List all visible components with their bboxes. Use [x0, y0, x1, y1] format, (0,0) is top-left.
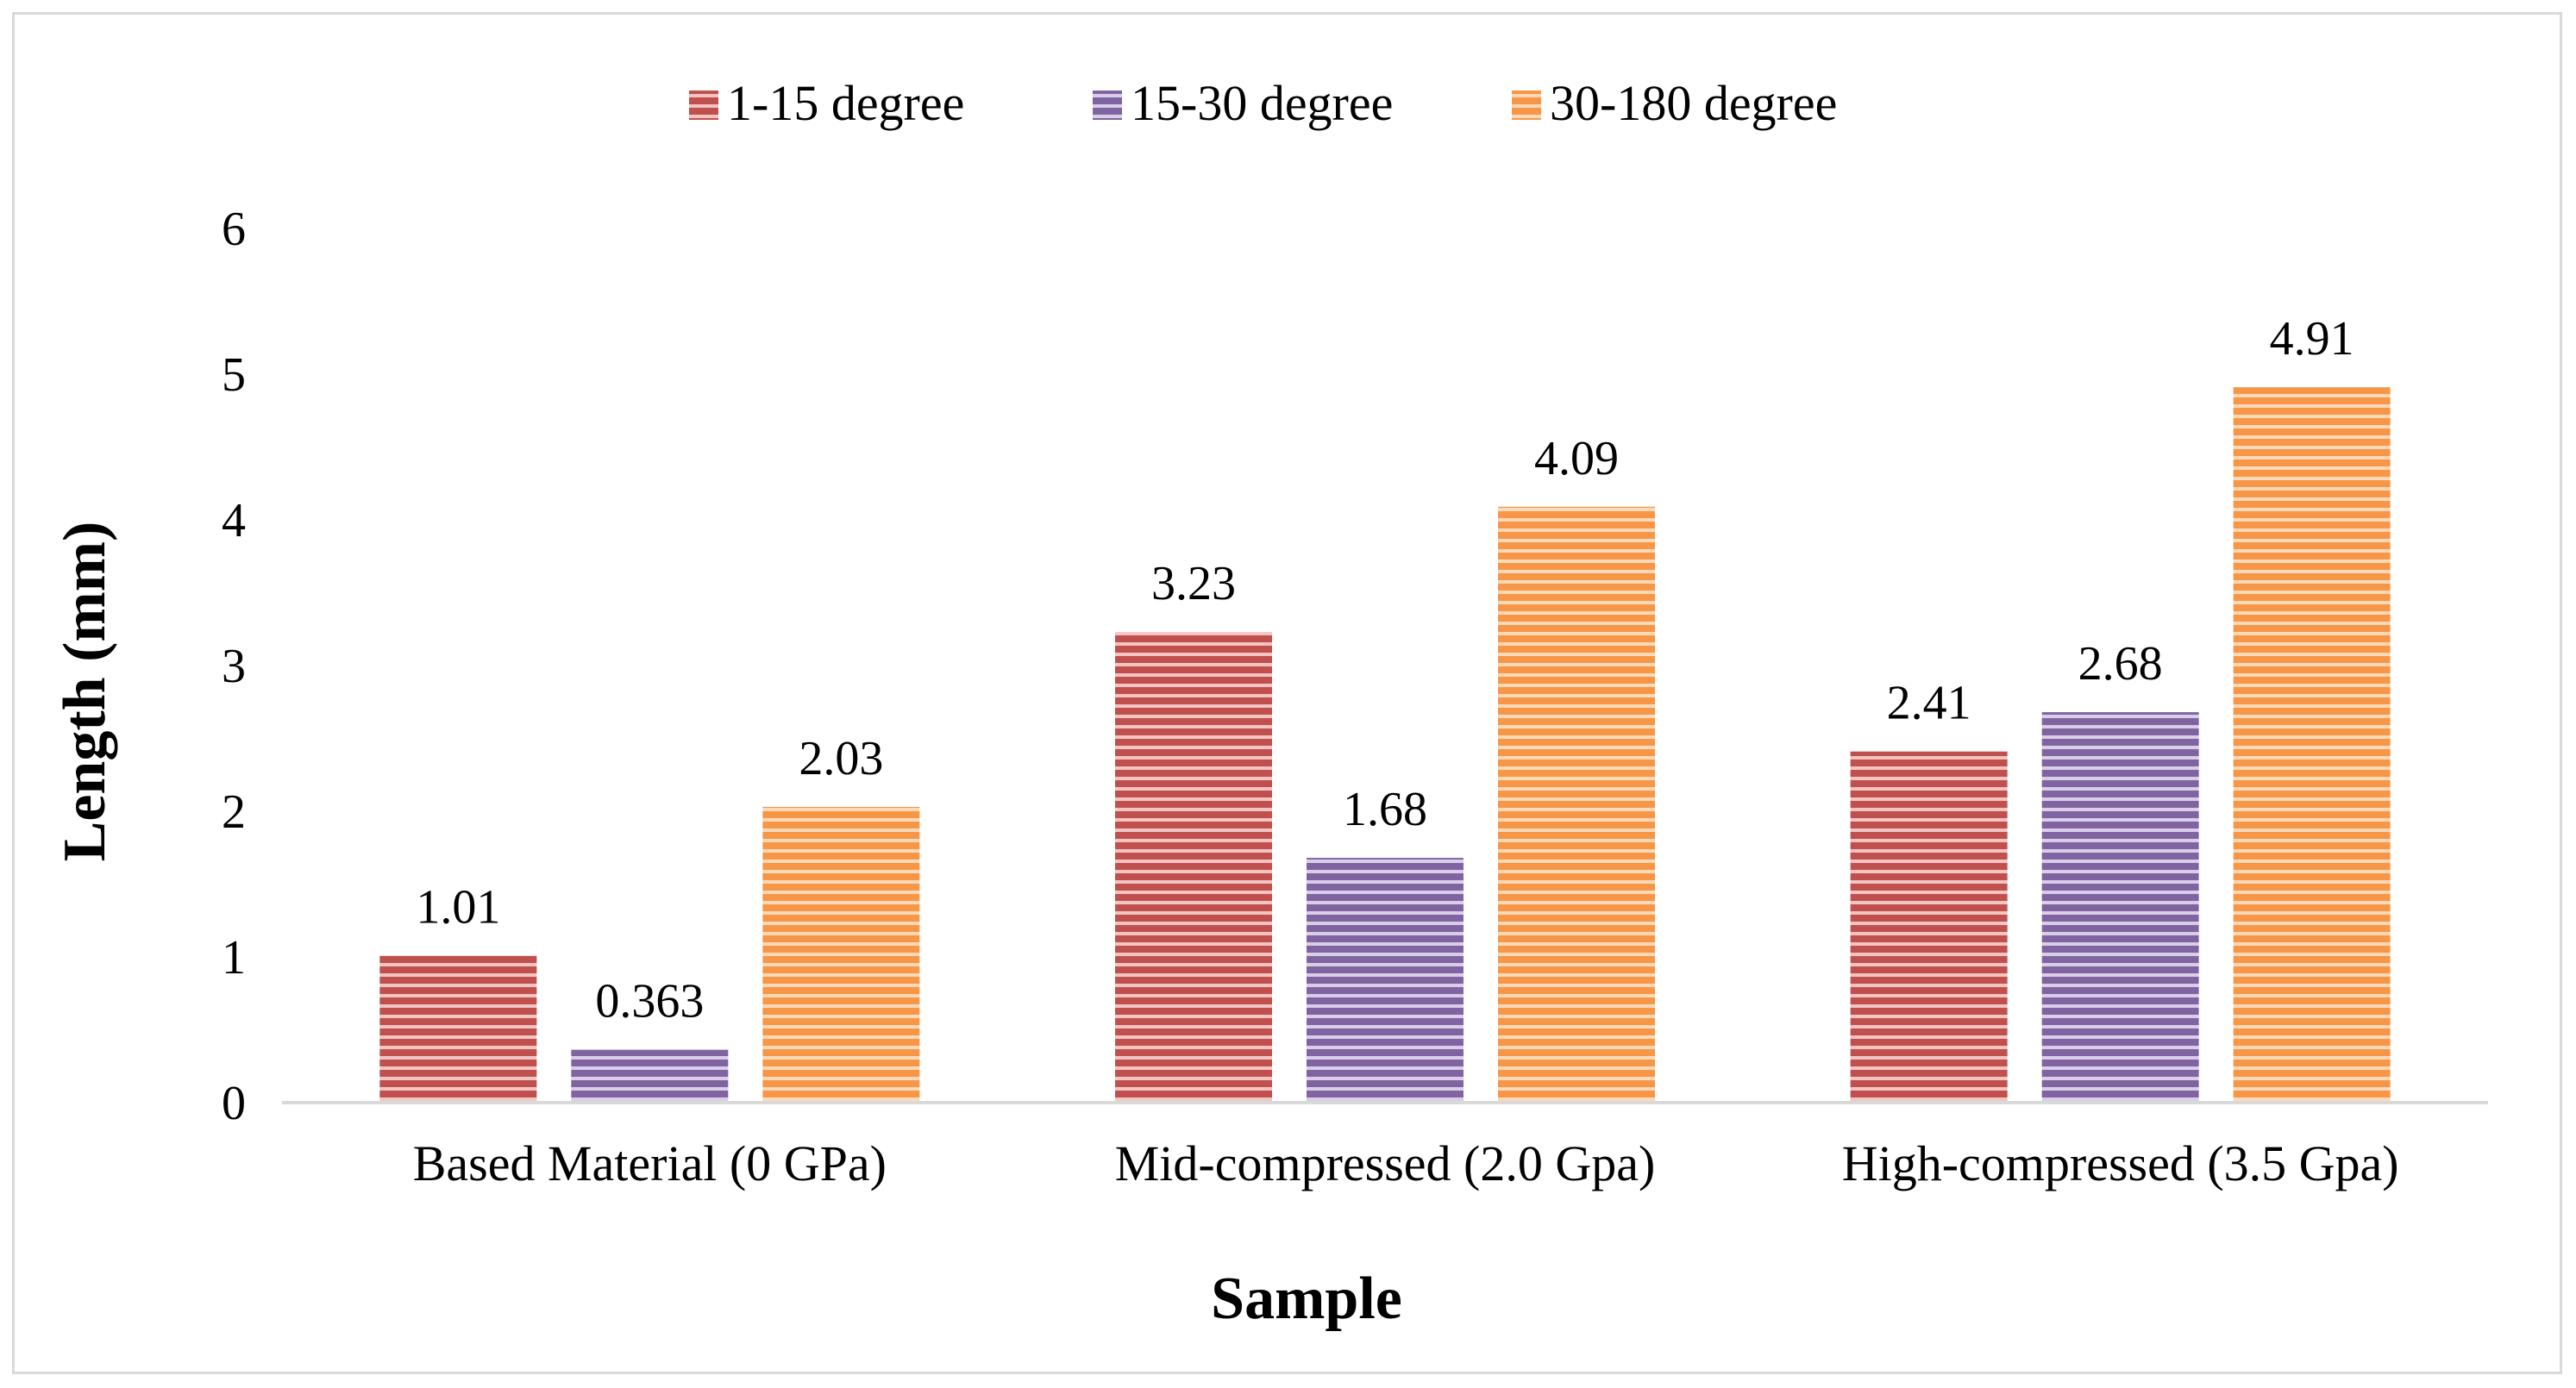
- data-label: 2.03: [799, 732, 883, 785]
- bar-30-180-degree-1: [762, 806, 920, 1103]
- legend-swatch: [689, 91, 718, 120]
- data-labels: 1.01 0.363 2.03 3.23 1.68 4.09 2.41 2.68 4.91: [416, 312, 2353, 1028]
- data-label: 1.68: [1343, 783, 1427, 836]
- bar-15-30-degree-3: [2041, 712, 2199, 1103]
- bar-15-30-degree-2: [1307, 858, 1463, 1103]
- y-axis-ticks: 0 1 2 3 4 5 6: [222, 203, 246, 1130]
- legend-item-15-30-degree: 15-30 degree: [1093, 75, 1393, 131]
- y-axis-title: Length (mm): [52, 522, 118, 862]
- data-label: 1.01: [416, 880, 500, 934]
- legend-item-1-15-degree: 1-15 degree: [689, 75, 964, 131]
- x-axis-title: Sample: [1211, 1266, 1402, 1332]
- legend-label: 1-15 degree: [727, 75, 964, 131]
- bar-1-15-degree-1: [379, 955, 537, 1103]
- bar-15-30-degree-1: [571, 1049, 729, 1103]
- legend-label: 30-180 degree: [1550, 75, 1837, 131]
- data-label: 3.23: [1151, 557, 1236, 610]
- x-category-label: Based Material (0 GPa): [413, 1135, 887, 1191]
- legend-swatch: [1512, 91, 1541, 120]
- bar-30-180-degree-2: [1498, 506, 1655, 1103]
- bars: [379, 387, 2391, 1104]
- chart-frame: 1-15 degree 15-30 degree 30-180 degree 0 1 2…: [12, 12, 2562, 1374]
- y-tick-label: 1: [222, 931, 246, 985]
- y-tick-label: 5: [222, 348, 246, 402]
- data-label: 2.68: [2078, 637, 2163, 691]
- legend: 1-15 degree 15-30 degree 30-180 degree: [689, 75, 1837, 131]
- data-label: 4.91: [2270, 312, 2354, 366]
- bar-chart: 1-15 degree 15-30 degree 30-180 degree 0 1 2…: [52, 75, 2488, 1332]
- data-label: 0.363: [595, 975, 704, 1028]
- y-tick-label: 0: [222, 1077, 246, 1130]
- bar-1-15-degree-2: [1115, 632, 1272, 1103]
- legend-item-30-180-degree: 30-180 degree: [1512, 75, 1837, 131]
- x-axis-categories: Based Material (0 GPa) Mid-compressed (2.…: [413, 1135, 2399, 1191]
- y-tick-label: 4: [222, 494, 246, 547]
- bar-1-15-degree-3: [1850, 751, 2008, 1103]
- y-tick-label: 2: [222, 785, 246, 839]
- x-category-label: High-compressed (3.5 Gpa): [1842, 1135, 2399, 1191]
- data-label: 2.41: [1887, 677, 1971, 730]
- y-tick-label: 3: [222, 640, 246, 693]
- bar-30-180-degree-3: [2233, 387, 2391, 1104]
- legend-label: 15-30 degree: [1131, 75, 1393, 131]
- x-category-label: Mid-compressed (2.0 Gpa): [1115, 1135, 1656, 1191]
- data-label: 4.09: [1534, 432, 1619, 485]
- y-tick-label: 6: [222, 203, 246, 256]
- legend-swatch: [1093, 91, 1122, 120]
